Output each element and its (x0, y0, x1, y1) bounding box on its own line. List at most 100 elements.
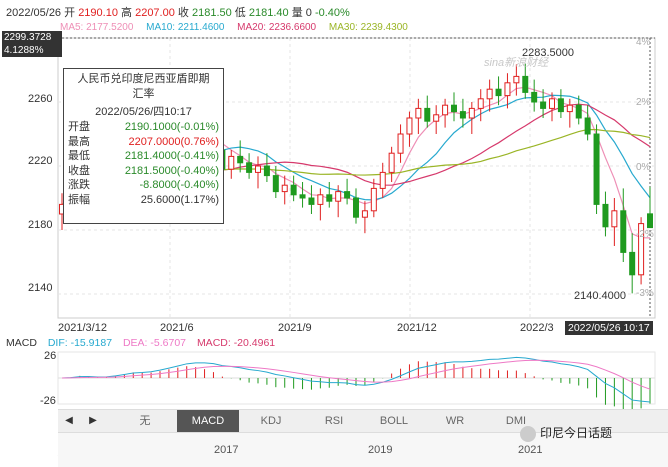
pct-tick: 2% (636, 97, 651, 108)
ma10-label: MA10: 2211.4600 (146, 22, 225, 33)
y-tick: 2180 (28, 219, 53, 231)
candle-body (370, 187, 377, 212)
tooltip-key: 涨跌 (68, 179, 90, 191)
candle-body (549, 98, 555, 109)
pct-tick: 0% (636, 162, 651, 173)
scroll-left-button[interactable]: ◀ (65, 415, 73, 426)
quote-date: 2022/05/26 (6, 7, 62, 19)
candle-body (361, 210, 368, 218)
tooltip-key: 最高 (68, 135, 90, 148)
candle-body (504, 82, 511, 97)
candle-body (353, 197, 359, 218)
ma30-label: MA30: 2239.4300 (328, 22, 408, 33)
quote-tooltip: 人民币兑印度尼西亚盾即期汇率 2022/05/26/四10:17 开盘 2190.… (63, 68, 224, 224)
high-value: 2207.00 (135, 7, 175, 19)
min-annotation: 2140.4000 (574, 290, 626, 302)
tooltip-value: 2190.1000(-0.01%) (124, 121, 219, 133)
candle-body (459, 111, 466, 119)
candle-body (522, 75, 529, 93)
dea-line (61, 359, 651, 390)
tooltip-value: -8.8000(-0.40%) (139, 179, 220, 191)
candle-body (495, 88, 502, 97)
candle-body (246, 162, 253, 173)
candle-body (451, 104, 457, 113)
tab-boll[interactable]: BOLL (379, 415, 409, 427)
candle-body (415, 107, 422, 119)
wechat-watermark: 印尼今日话题 (520, 424, 612, 442)
high-label: 高 (121, 7, 133, 19)
candle-body (263, 165, 270, 177)
tooltip-row-open: 开盘 2190.1000(-0.01%) (64, 120, 223, 135)
macd-legend: MACD DIF: -15.9187 DEA: -5.6707 MACD: -2… (6, 337, 283, 349)
volume-label: 量 (291, 7, 303, 19)
tooltip-row-high: 最高 2207.0000(0.76%) (64, 135, 223, 150)
y-tick: 2220 (28, 155, 53, 167)
tab-macd[interactable]: MACD (177, 410, 239, 432)
candle-body (228, 155, 235, 170)
x-tick: 2021/6 (160, 322, 194, 334)
macd-name: MACD (6, 337, 37, 349)
volume-value: 0 (305, 7, 312, 19)
low-label: 低 (234, 7, 246, 19)
open-value: 2190.10 (78, 7, 118, 19)
y-tick: 2140 (28, 282, 53, 294)
candle-body (611, 210, 618, 228)
tab-kdj[interactable]: KDJ (260, 415, 282, 427)
candle-body (281, 184, 288, 193)
candle-body (424, 107, 431, 122)
candle-body (397, 133, 404, 154)
candle-body (647, 213, 653, 229)
x-tick: 2021/9 (278, 322, 312, 334)
macd-value: MACD: -20.4961 (196, 337, 276, 349)
x-tick: 2022/3 (520, 322, 554, 334)
tooltip-value: 2181.4000(-0.41%) (124, 150, 219, 162)
open-label: 开 (64, 7, 76, 19)
macd-axis-top: 26 (44, 350, 57, 362)
candle-body (531, 91, 538, 103)
tooltip-value: 25.6000(1.17%) (140, 193, 219, 206)
candle-body (326, 194, 333, 202)
close-label: 收 (177, 7, 189, 19)
tab-dmi[interactable]: DMI (505, 415, 527, 427)
y-tick: 2260 (28, 93, 53, 105)
tooltip-row-change: 涨跌 -8.8000(-0.40%) (64, 178, 223, 193)
indicator-tab-bar: ◀ ▶ 无 MACD KDJ RSI BOLL WR DMI (58, 409, 668, 433)
tooltip-key: 振幅 (68, 193, 90, 206)
candle-body (442, 104, 449, 116)
tooltip-row-low: 最低 2181.4000(-0.41%) (64, 149, 223, 164)
candle-body (237, 155, 244, 164)
crosshair-time-flag: 2022/05/26 10:17 (565, 321, 653, 335)
tab-wr[interactable]: WR (445, 415, 465, 427)
range-navigator[interactable] (58, 432, 668, 467)
tooltip-row-close: 收盘 2181.5000(-0.40%) (64, 164, 223, 179)
candle-body (433, 114, 440, 122)
candle-body (566, 104, 573, 113)
candle-body (255, 165, 261, 173)
candle-body (575, 104, 582, 119)
candle-body (344, 191, 351, 199)
wechat-label: 印尼今日话题 (540, 426, 613, 440)
x-tick: 2021/3/12 (58, 322, 107, 334)
candle-body (477, 98, 484, 109)
crosshair-price: 2299.3728 (4, 32, 52, 43)
candle-body (513, 75, 520, 84)
max-annotation: 2283.5000 (522, 47, 574, 59)
sina-watermark: sina新浪财经 (484, 57, 549, 69)
candle-body (486, 88, 493, 100)
macd-axis-bottom: -26 (40, 395, 56, 407)
tab-rsi[interactable]: RSI (324, 415, 344, 427)
wechat-icon (520, 425, 536, 442)
scroll-right-button[interactable]: ▶ (89, 415, 97, 426)
tooltip-row-amplitude: 振幅 25.6000(1.17%) (64, 193, 223, 208)
tooltip-key: 收盘 (68, 164, 90, 177)
pct-tick: -2% (636, 229, 654, 240)
tooltip-key: 最低 (68, 150, 90, 162)
dif-line (61, 356, 651, 403)
candle-body (468, 107, 475, 119)
tab-none[interactable]: 无 (139, 415, 151, 427)
pct-tick: 4% (636, 37, 651, 48)
candle-body (299, 194, 306, 199)
nav-year: 2019 (368, 444, 393, 456)
crosshair-pct: 4.1288% (4, 45, 44, 56)
